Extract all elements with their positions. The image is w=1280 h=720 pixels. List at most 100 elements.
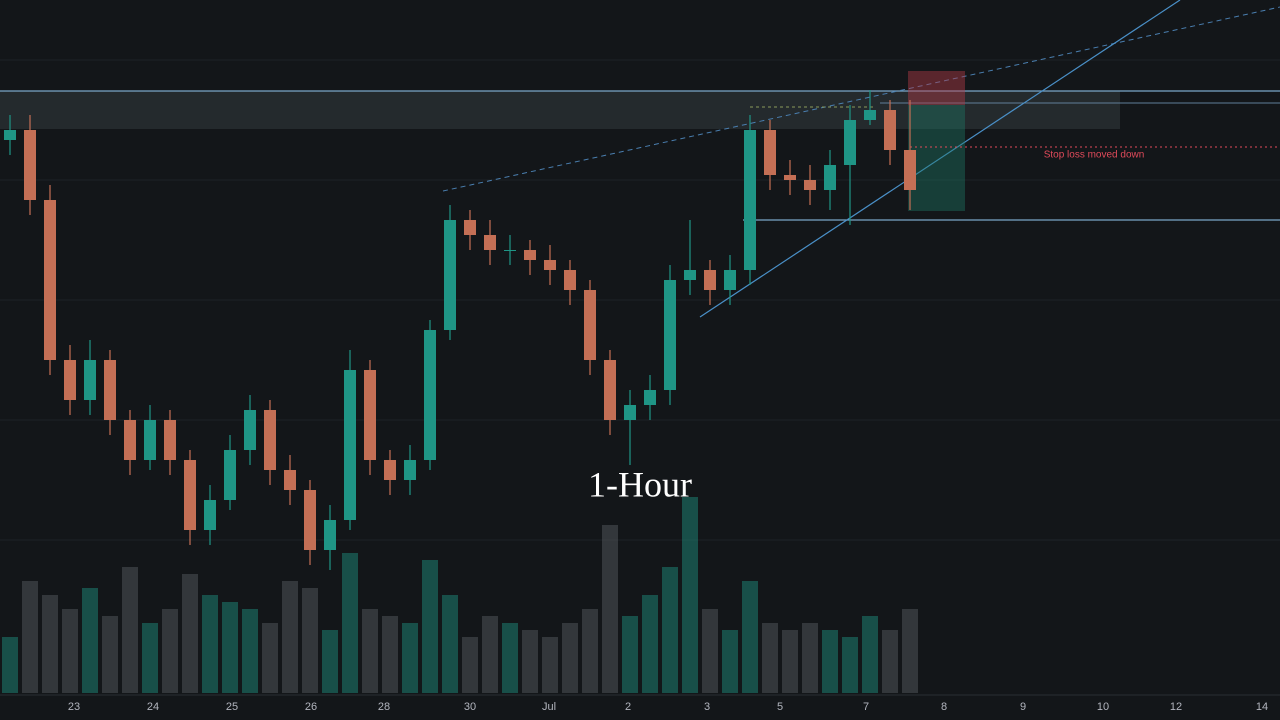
candle-layer — [4, 90, 916, 570]
candle-body — [44, 200, 56, 360]
candle-body — [664, 280, 676, 390]
stop-zone — [908, 71, 965, 105]
candle-body — [164, 420, 176, 460]
candle-body — [144, 420, 156, 460]
candle-body — [904, 150, 916, 190]
candle-body — [344, 370, 356, 520]
candle-body — [744, 130, 756, 270]
candle-body — [184, 460, 196, 530]
volume-bar — [302, 588, 318, 693]
volume-bar — [482, 616, 498, 693]
volume-bar — [342, 553, 358, 693]
volume-bar — [782, 630, 798, 693]
candle-body — [244, 410, 256, 450]
volume-bar — [422, 560, 438, 693]
volume-bar — [502, 623, 518, 693]
candle-body — [24, 130, 36, 200]
x-tick-label: 8 — [941, 701, 947, 713]
volume-bar — [62, 609, 78, 693]
resistance-zone — [0, 91, 1120, 129]
candle-body — [624, 405, 636, 420]
volume-bar — [22, 581, 38, 693]
volume-bar — [262, 623, 278, 693]
candle-body — [684, 270, 696, 280]
candle-body — [464, 220, 476, 235]
candle-body — [364, 370, 376, 460]
volume-bar — [642, 595, 658, 693]
volume-bar — [862, 616, 878, 693]
volume-bar — [122, 567, 138, 693]
x-tick-label: 10 — [1097, 701, 1109, 713]
volume-bar — [42, 595, 58, 693]
annotation: Stop loss moved down — [1044, 150, 1145, 161]
volume-bar — [902, 609, 918, 693]
candle-body — [124, 420, 136, 460]
x-tick-label: 23 — [68, 701, 80, 713]
volume-bar — [722, 630, 738, 693]
x-axis — [0, 695, 1280, 720]
candle-body — [424, 330, 436, 460]
volume-bar — [822, 630, 838, 693]
x-tick-label: 3 — [704, 701, 710, 713]
candle-body — [584, 290, 596, 360]
candle-body — [264, 410, 276, 470]
volume-bar — [762, 623, 778, 693]
volume-bar — [182, 574, 198, 693]
x-tick-label: 26 — [305, 701, 317, 713]
volume-bar — [542, 637, 558, 693]
volume-bar — [662, 567, 678, 693]
candle-body — [864, 110, 876, 120]
candle-body — [884, 110, 896, 150]
volume-bar — [882, 630, 898, 693]
candle-body — [824, 165, 836, 190]
candle-body — [764, 130, 776, 175]
volume-bar — [82, 588, 98, 693]
volume-bar — [142, 623, 158, 693]
volume-bar — [222, 602, 238, 693]
x-tick-label: 28 — [378, 701, 390, 713]
volume-bar — [802, 623, 818, 693]
volume-bar — [742, 581, 758, 693]
volume-bar — [682, 497, 698, 693]
x-tick-label: 14 — [1256, 701, 1268, 713]
candle-body — [404, 460, 416, 480]
dashed-trend-line — [442, 6, 1280, 192]
volume-bar — [382, 616, 398, 693]
chart-title: 1-Hour — [588, 464, 692, 504]
candle-body — [304, 490, 316, 550]
candle-body — [724, 270, 736, 290]
candle-body — [704, 270, 716, 290]
candle-body — [504, 250, 516, 251]
volume-layer — [2, 497, 918, 693]
candle-body — [804, 180, 816, 190]
candle-body — [544, 260, 556, 270]
x-tick-label: 5 — [777, 701, 783, 713]
volume-bar — [602, 525, 618, 693]
candle-body — [224, 450, 236, 500]
candle-body — [324, 520, 336, 550]
candle-body — [484, 235, 496, 250]
candle-body — [524, 250, 536, 260]
x-tick-label: 2 — [625, 701, 631, 713]
volume-bar — [282, 581, 298, 693]
volume-bar — [2, 637, 18, 693]
x-tick-label: 24 — [147, 701, 159, 713]
volume-bar — [702, 609, 718, 693]
x-tick-label: 30 — [464, 701, 476, 713]
volume-bar — [582, 609, 598, 693]
x-tick-label: Jul — [542, 701, 556, 713]
volume-bar — [562, 623, 578, 693]
volume-bar — [242, 609, 258, 693]
candle-body — [204, 500, 216, 530]
x-labels: 23 24 25 26 28 30 Jul 2 3 5 7 8 9 10 12 … — [68, 701, 1268, 713]
x-tick-label: 9 — [1020, 701, 1026, 713]
candle-body — [384, 460, 396, 480]
volume-bar — [462, 637, 478, 693]
candle-body — [784, 175, 796, 180]
candle-body — [284, 470, 296, 490]
volume-bar — [622, 616, 638, 693]
volume-bar — [202, 595, 218, 693]
candle-body — [564, 270, 576, 290]
